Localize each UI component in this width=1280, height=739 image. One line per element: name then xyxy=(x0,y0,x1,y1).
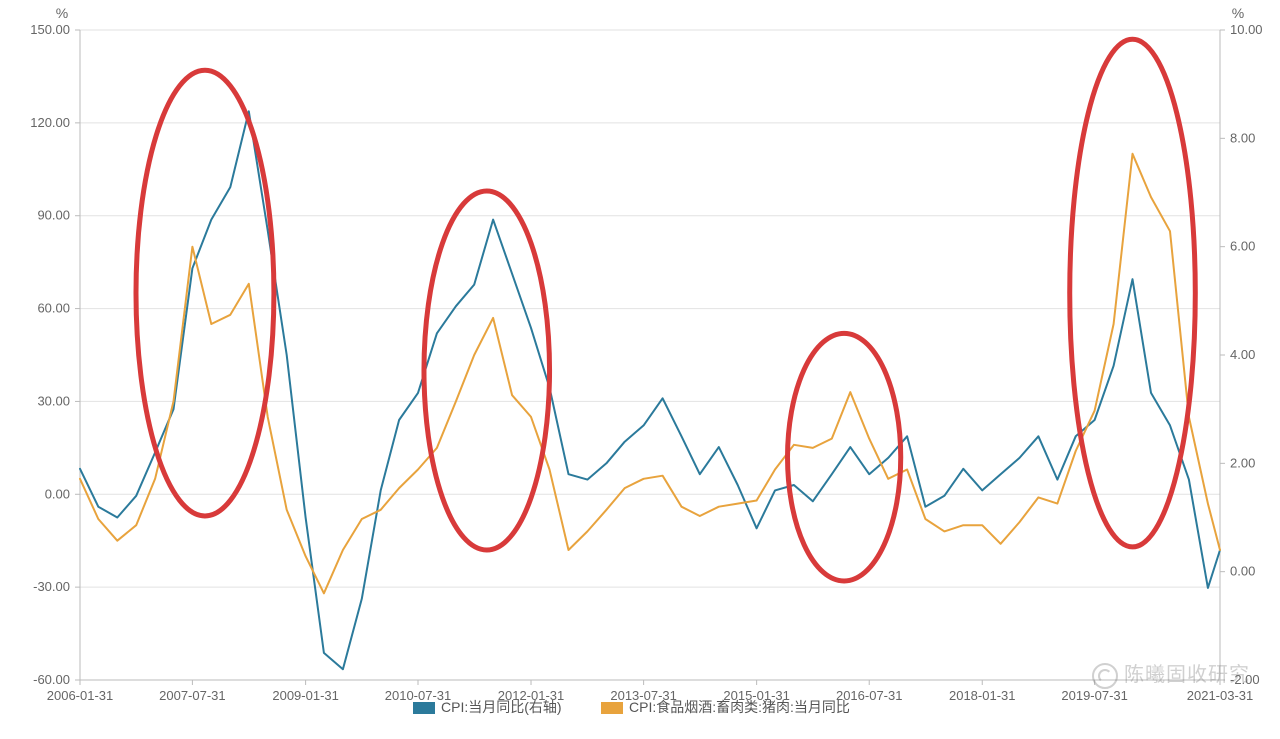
y-left-tick-label: 150.00 xyxy=(30,22,70,37)
y-right-tick-label: 6.00 xyxy=(1230,239,1255,254)
y-left-tick-label: -30.00 xyxy=(33,579,70,594)
y-left-unit: % xyxy=(56,5,68,21)
watermark: 陈曦固收研究 xyxy=(1092,658,1250,689)
legend-label-1: CPI:食品烟酒:畜肉类:猪肉:当月同比 xyxy=(629,699,850,715)
x-tick-label: 2021-03-31 xyxy=(1187,688,1254,703)
y-left-tick-label: 30.00 xyxy=(37,393,70,408)
legend-swatch-0 xyxy=(413,702,435,714)
x-tick-label: 2007-07-31 xyxy=(159,688,226,703)
y-left-tick-label: 90.00 xyxy=(37,208,70,223)
legend-swatch-1 xyxy=(601,702,623,714)
x-tick-label: 2009-01-31 xyxy=(272,688,339,703)
y-left-tick-label: -60.00 xyxy=(33,672,70,687)
wechat-icon xyxy=(1092,663,1118,689)
x-tick-label: 2018-01-31 xyxy=(949,688,1016,703)
y-left-tick-label: 60.00 xyxy=(37,301,70,316)
y-right-tick-label: 10.00 xyxy=(1230,22,1263,37)
y-right-tick-label: 8.00 xyxy=(1230,130,1255,145)
watermark-text: 陈曦固收研究 xyxy=(1124,664,1250,686)
y-right-unit: % xyxy=(1232,5,1244,21)
y-left-tick-label: 120.00 xyxy=(30,115,70,130)
legend-label-0: CPI:当月同比(右轴) xyxy=(441,699,562,715)
y-right-tick-label: 2.00 xyxy=(1230,455,1255,470)
cpi-dual-axis-chart: -60.00 -30.00 0.00 30.00 60.00 90.00 120.00 150… xyxy=(0,0,1280,739)
y-right-tick-label: 4.00 xyxy=(1230,347,1255,362)
x-tick-label: 2019-07-31 xyxy=(1061,688,1128,703)
x-tick-label: 2006-01-31 xyxy=(47,688,114,703)
chart-container: -60.00 -30.00 0.00 30.00 60.00 90.00 120.00 150… xyxy=(0,0,1280,739)
y-right-tick-label: 0.00 xyxy=(1230,564,1255,579)
y-left-tick-label: 0.00 xyxy=(45,486,70,501)
